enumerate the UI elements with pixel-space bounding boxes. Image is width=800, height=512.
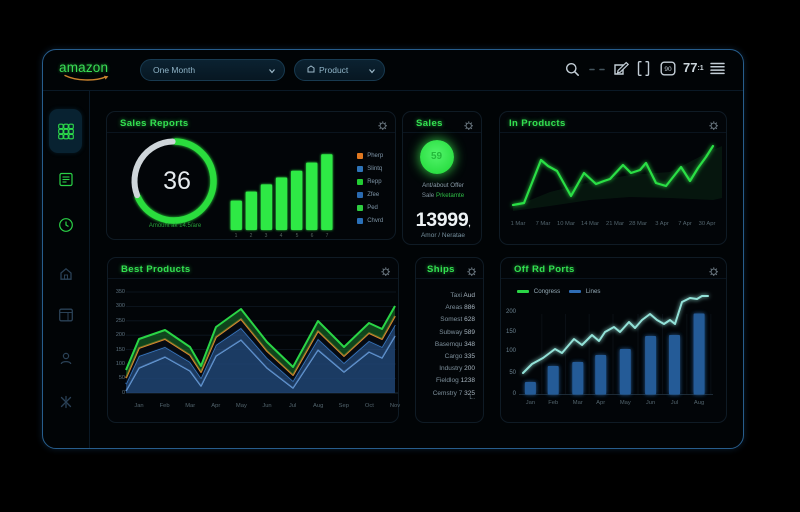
svg-text:36: 36 [163,167,191,195]
svg-text:90: 90 [664,66,672,73]
